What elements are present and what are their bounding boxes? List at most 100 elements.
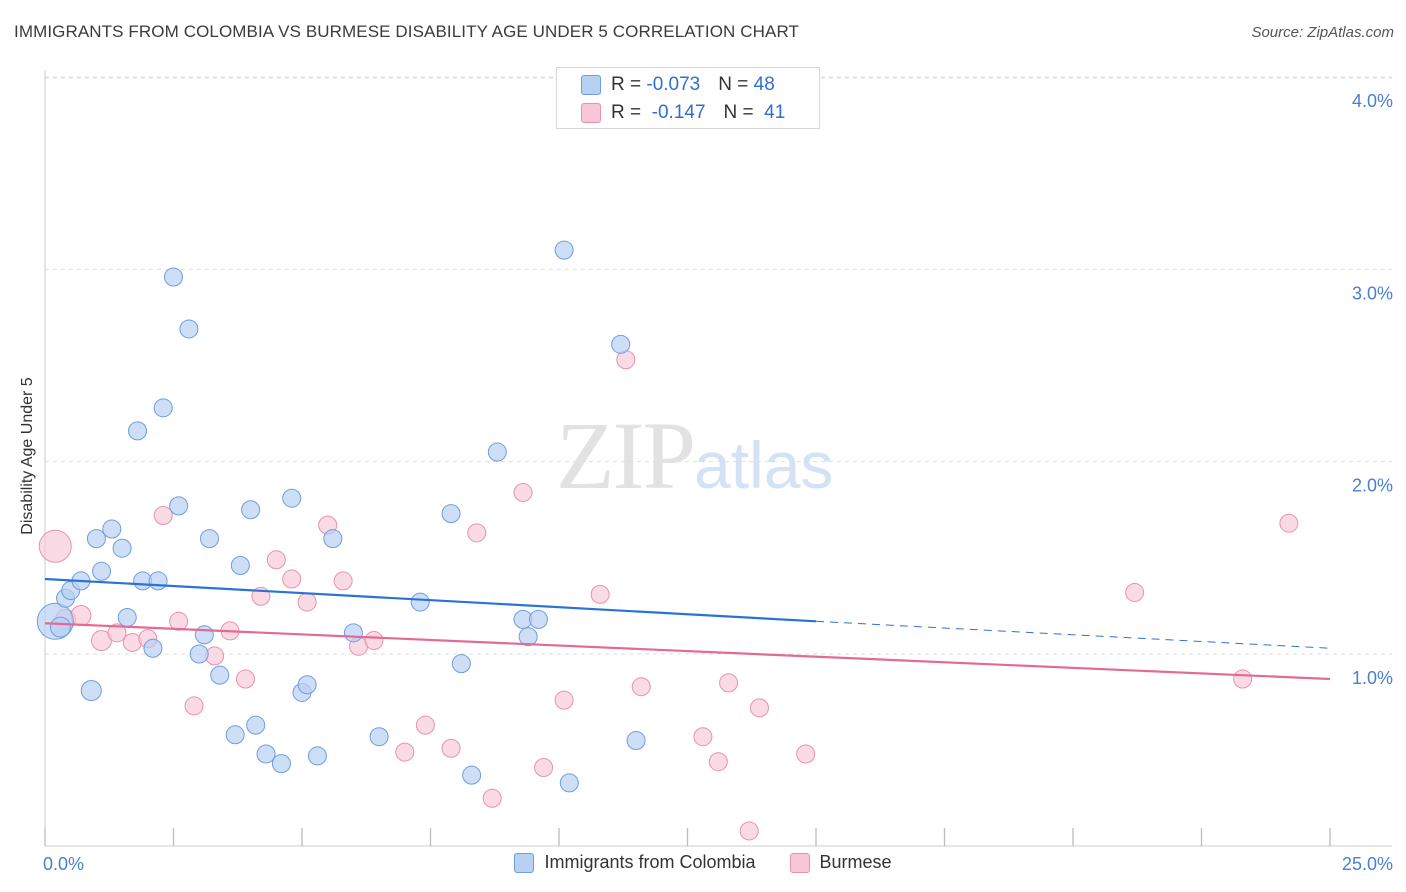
- colombia-point: [554, 240, 574, 260]
- burmese-point: [1125, 582, 1145, 602]
- burmese-point: [590, 584, 610, 604]
- burmese-point: [153, 506, 173, 526]
- colombia-point: [128, 421, 148, 441]
- burmese-point: [364, 631, 384, 651]
- colombia-point: [102, 519, 122, 539]
- colombia-point: [153, 398, 173, 418]
- burmese-point: [719, 673, 739, 693]
- y-tick-label: 2.0%: [1352, 476, 1393, 496]
- burmese-point: [333, 571, 353, 591]
- colombia-point: [179, 319, 199, 339]
- colombia-point: [282, 488, 302, 508]
- colombia-point: [199, 529, 219, 549]
- colombia-point: [112, 538, 132, 558]
- stats-row-burmese: R = -0.147 N = 41: [581, 102, 785, 124]
- burmese-point: [282, 569, 302, 589]
- colombia-point: [297, 675, 317, 695]
- colombia-point: [487, 442, 507, 462]
- burmese-point: [169, 611, 189, 631]
- colombia-point: [148, 571, 168, 591]
- colombia-point: [323, 529, 343, 549]
- burmese-point: [554, 690, 574, 710]
- x-tick-label: 25.0%: [1342, 854, 1393, 874]
- colombia-point: [256, 744, 276, 764]
- colombia-point: [92, 561, 112, 581]
- burmese-point: [513, 482, 533, 502]
- colombia-point: [80, 680, 102, 702]
- colombia-trend-line: [44, 577, 817, 623]
- n-label: N =: [723, 102, 759, 123]
- burmese-legend-swatch: [789, 852, 810, 873]
- y-tick-label: 4.0%: [1352, 91, 1393, 111]
- colombia-point: [626, 731, 646, 751]
- burmese-point: [749, 698, 769, 718]
- colombia-point: [307, 746, 327, 766]
- colombia-points: [36, 240, 646, 793]
- colombia-swatch: [581, 75, 601, 95]
- series-legend: Immigrants from Colombia Burmese: [0, 852, 1406, 873]
- tick-labels: 1.0% 2.0% 3.0% 4.0% 0.0% 25.0%: [43, 91, 1393, 874]
- n-value: 48: [753, 74, 775, 95]
- burmese-point: [467, 523, 487, 543]
- legend-label-colombia: Immigrants from Colombia: [544, 852, 756, 872]
- colombia-point: [611, 334, 631, 354]
- colombia-point: [169, 496, 189, 516]
- watermark-zip: ZIP: [556, 402, 696, 509]
- colombia-point: [528, 609, 548, 629]
- colombia-point: [230, 556, 250, 576]
- burmese-point: [441, 738, 461, 758]
- burmese-swatch: [581, 103, 601, 123]
- legend-label-burmese: Burmese: [819, 852, 892, 872]
- burmese-point: [796, 744, 816, 764]
- burmese-point: [482, 788, 502, 808]
- colombia-point: [369, 727, 389, 747]
- colombia-point: [271, 754, 291, 774]
- burmese-point: [235, 669, 255, 689]
- burmese-trend-line: [44, 622, 1331, 681]
- burmese-point: [1233, 669, 1253, 689]
- legend-item-burmese[interactable]: Burmese: [789, 852, 892, 873]
- burmese-point: [739, 821, 759, 841]
- colombia-point: [441, 504, 461, 524]
- burmese-point: [38, 529, 72, 563]
- n-value: 41: [758, 102, 786, 123]
- legend-item-colombia[interactable]: Immigrants from Colombia: [514, 852, 756, 873]
- colombia-point: [117, 607, 137, 627]
- x-tick-label: 0.0%: [43, 854, 84, 874]
- trend-lines: [44, 577, 1331, 681]
- y-tick-label: 1.0%: [1352, 668, 1393, 688]
- burmese-point: [266, 550, 286, 570]
- y-tick-label: 3.0%: [1352, 283, 1393, 303]
- burmese-point: [693, 727, 713, 747]
- r-value: -0.147: [646, 102, 706, 123]
- burmese-point: [631, 677, 651, 697]
- colombia-point: [164, 267, 183, 287]
- n-label: N =: [718, 74, 754, 95]
- colombia-point: [241, 500, 261, 520]
- burmese-points: [38, 350, 1299, 841]
- burmese-point: [415, 715, 435, 735]
- colombia-point: [462, 765, 482, 785]
- burmese-point: [395, 742, 415, 762]
- burmese-point: [297, 592, 317, 612]
- colombia-point: [451, 654, 471, 674]
- burmese-point: [708, 752, 728, 772]
- colombia-point: [246, 715, 266, 735]
- stats-legend: R = -0.073 N = 48 R = -0.147 N = 41: [556, 67, 820, 129]
- colombia-point: [86, 529, 106, 549]
- r-label: R =: [611, 102, 647, 123]
- burmese-point: [534, 757, 554, 777]
- stats-row-colombia: R = -0.073 N = 48: [581, 74, 775, 96]
- colombia-point: [194, 625, 214, 645]
- burmese-point: [184, 696, 204, 716]
- colombia-point: [559, 773, 579, 793]
- r-label: R =: [611, 74, 647, 95]
- burmese-point: [70, 605, 92, 627]
- colombia-point: [210, 665, 230, 685]
- colombia-point: [410, 592, 430, 612]
- colombia-point: [189, 644, 209, 664]
- colombia-point: [518, 627, 538, 647]
- axes: [44, 70, 1392, 847]
- chart-title: IMMIGRANTS FROM COLOMBIA VS BURMESE DISA…: [14, 22, 800, 41]
